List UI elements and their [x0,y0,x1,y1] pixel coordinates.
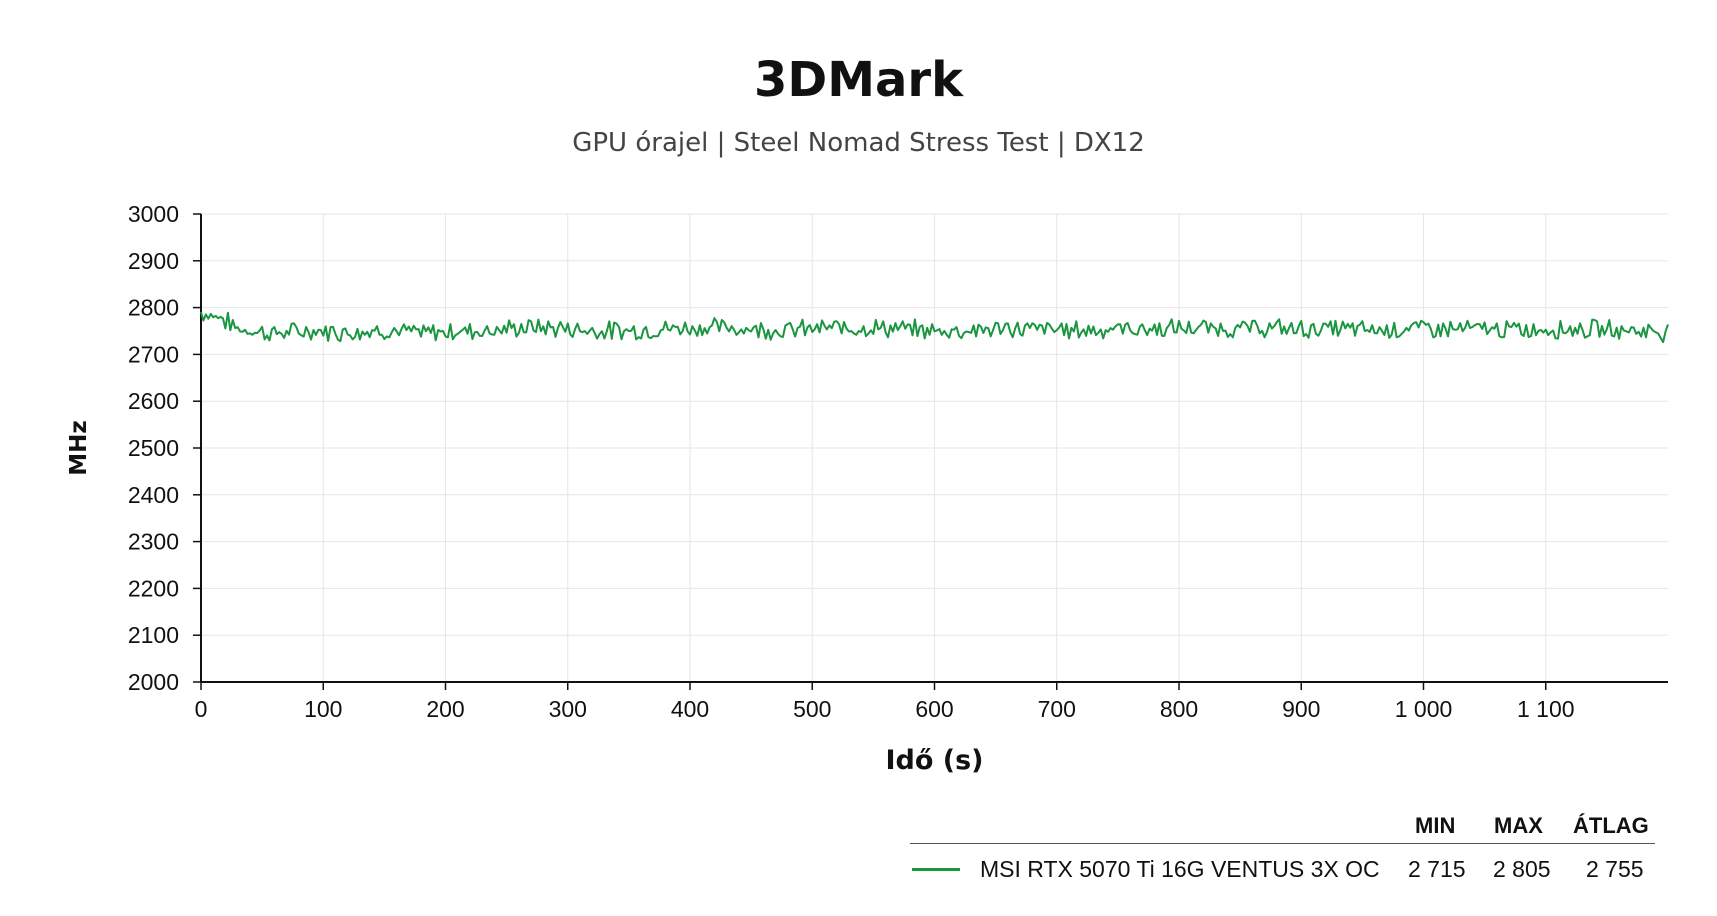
y-tick-label: 2400 [128,482,179,508]
legend-table: MIN MAX ÁTLAG MSI RTX 5070 Ti 16G VENTUS… [910,805,1655,892]
legend-avg-value: 2 755 [1586,856,1644,882]
x-tick-label: 900 [1282,696,1320,722]
legend-swatch [912,868,960,871]
legend-min-value: 2 715 [1408,856,1466,882]
x-tick-label: 200 [426,696,464,722]
y-axis-label: MHz [66,420,92,476]
chart-subtitle: GPU órajel | Steel Nomad Stress Test | D… [572,128,1145,158]
series-line [200,311,1669,344]
x-axis-label: Idő (s) [885,745,983,776]
y-tick-label: 2200 [128,575,179,601]
y-tick-label: 3000 [128,201,179,227]
x-tick-label: 400 [671,696,709,722]
y-tick-label: 2500 [128,435,179,461]
x-tick-label: 500 [793,696,831,722]
legend-header-min: MIN [1415,813,1456,838]
x-tick-label: 700 [1038,696,1076,722]
x-tick-label: 800 [1160,696,1198,722]
x-tick-label: 300 [549,696,587,722]
chart-title: 3DMark [754,52,963,108]
legend-series-name: MSI RTX 5070 Ti 16G VENTUS 3X OC [980,856,1380,882]
legend-header-max: MAX [1494,813,1543,838]
legend-row: MSI RTX 5070 Ti 16G VENTUS 3X OC 2 715 2… [910,844,1655,892]
legend-header-avg: ÁTLAG [1573,813,1649,838]
x-tick-label: 600 [915,696,953,722]
y-tick-label: 2600 [128,388,179,414]
y-tick-label: 2100 [128,622,179,648]
x-tick-label: 100 [304,696,342,722]
legend-header: MIN MAX ÁTLAG [910,805,1655,844]
legend-max-value: 2 805 [1493,856,1551,882]
y-tick-label: 2800 [128,295,179,321]
y-tick-label: 2000 [128,669,179,695]
y-tick-label: 2300 [128,529,179,555]
x-tick-label: 1 100 [1517,696,1575,722]
x-tick-label: 1 000 [1395,696,1453,722]
x-tick-label: 0 [195,696,208,722]
y-tick-label: 2700 [128,341,179,367]
y-tick-label: 2900 [128,248,179,274]
